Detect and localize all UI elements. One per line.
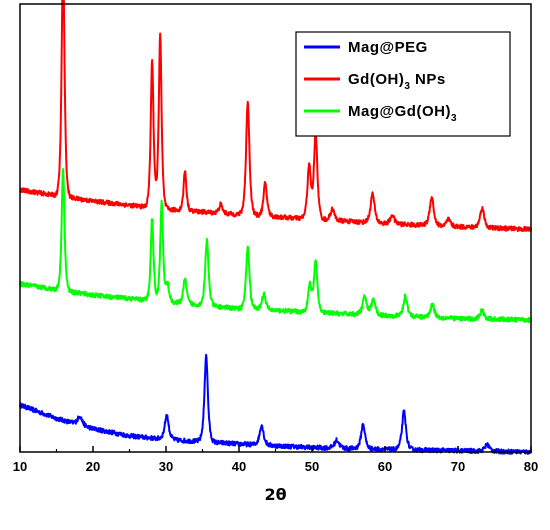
x-tick-label: 40: [232, 459, 246, 474]
legend-box: [295, 31, 511, 137]
x-tick-label: 10: [13, 459, 27, 474]
legend-label-2: Gd(OH)3 NPs: [348, 71, 446, 92]
series-line-2: [19, 0, 532, 233]
legend: Mag@PEG Gd(OH)3 NPs Mag@Gd(OH)3: [295, 31, 511, 137]
legend-label-1: Mag@PEG: [348, 39, 428, 56]
x-tick-label: 50: [305, 459, 319, 474]
series-line-1: [19, 353, 532, 455]
plot-lines: [19, 0, 532, 455]
x-tick-label: 60: [378, 459, 392, 474]
x-tick-label: 20: [86, 459, 100, 474]
series-line-3: [19, 168, 532, 324]
x-tick-label: 80: [524, 459, 538, 474]
x-tick-label: 70: [451, 459, 465, 474]
x-tick-label: 30: [159, 459, 173, 474]
x-axis-label: 2θ: [264, 485, 286, 504]
legend-label-3: Mag@Gd(OH)3: [348, 103, 457, 124]
x-axis-ticks: 10 20 30 40 50 60 70 80: [13, 446, 538, 474]
